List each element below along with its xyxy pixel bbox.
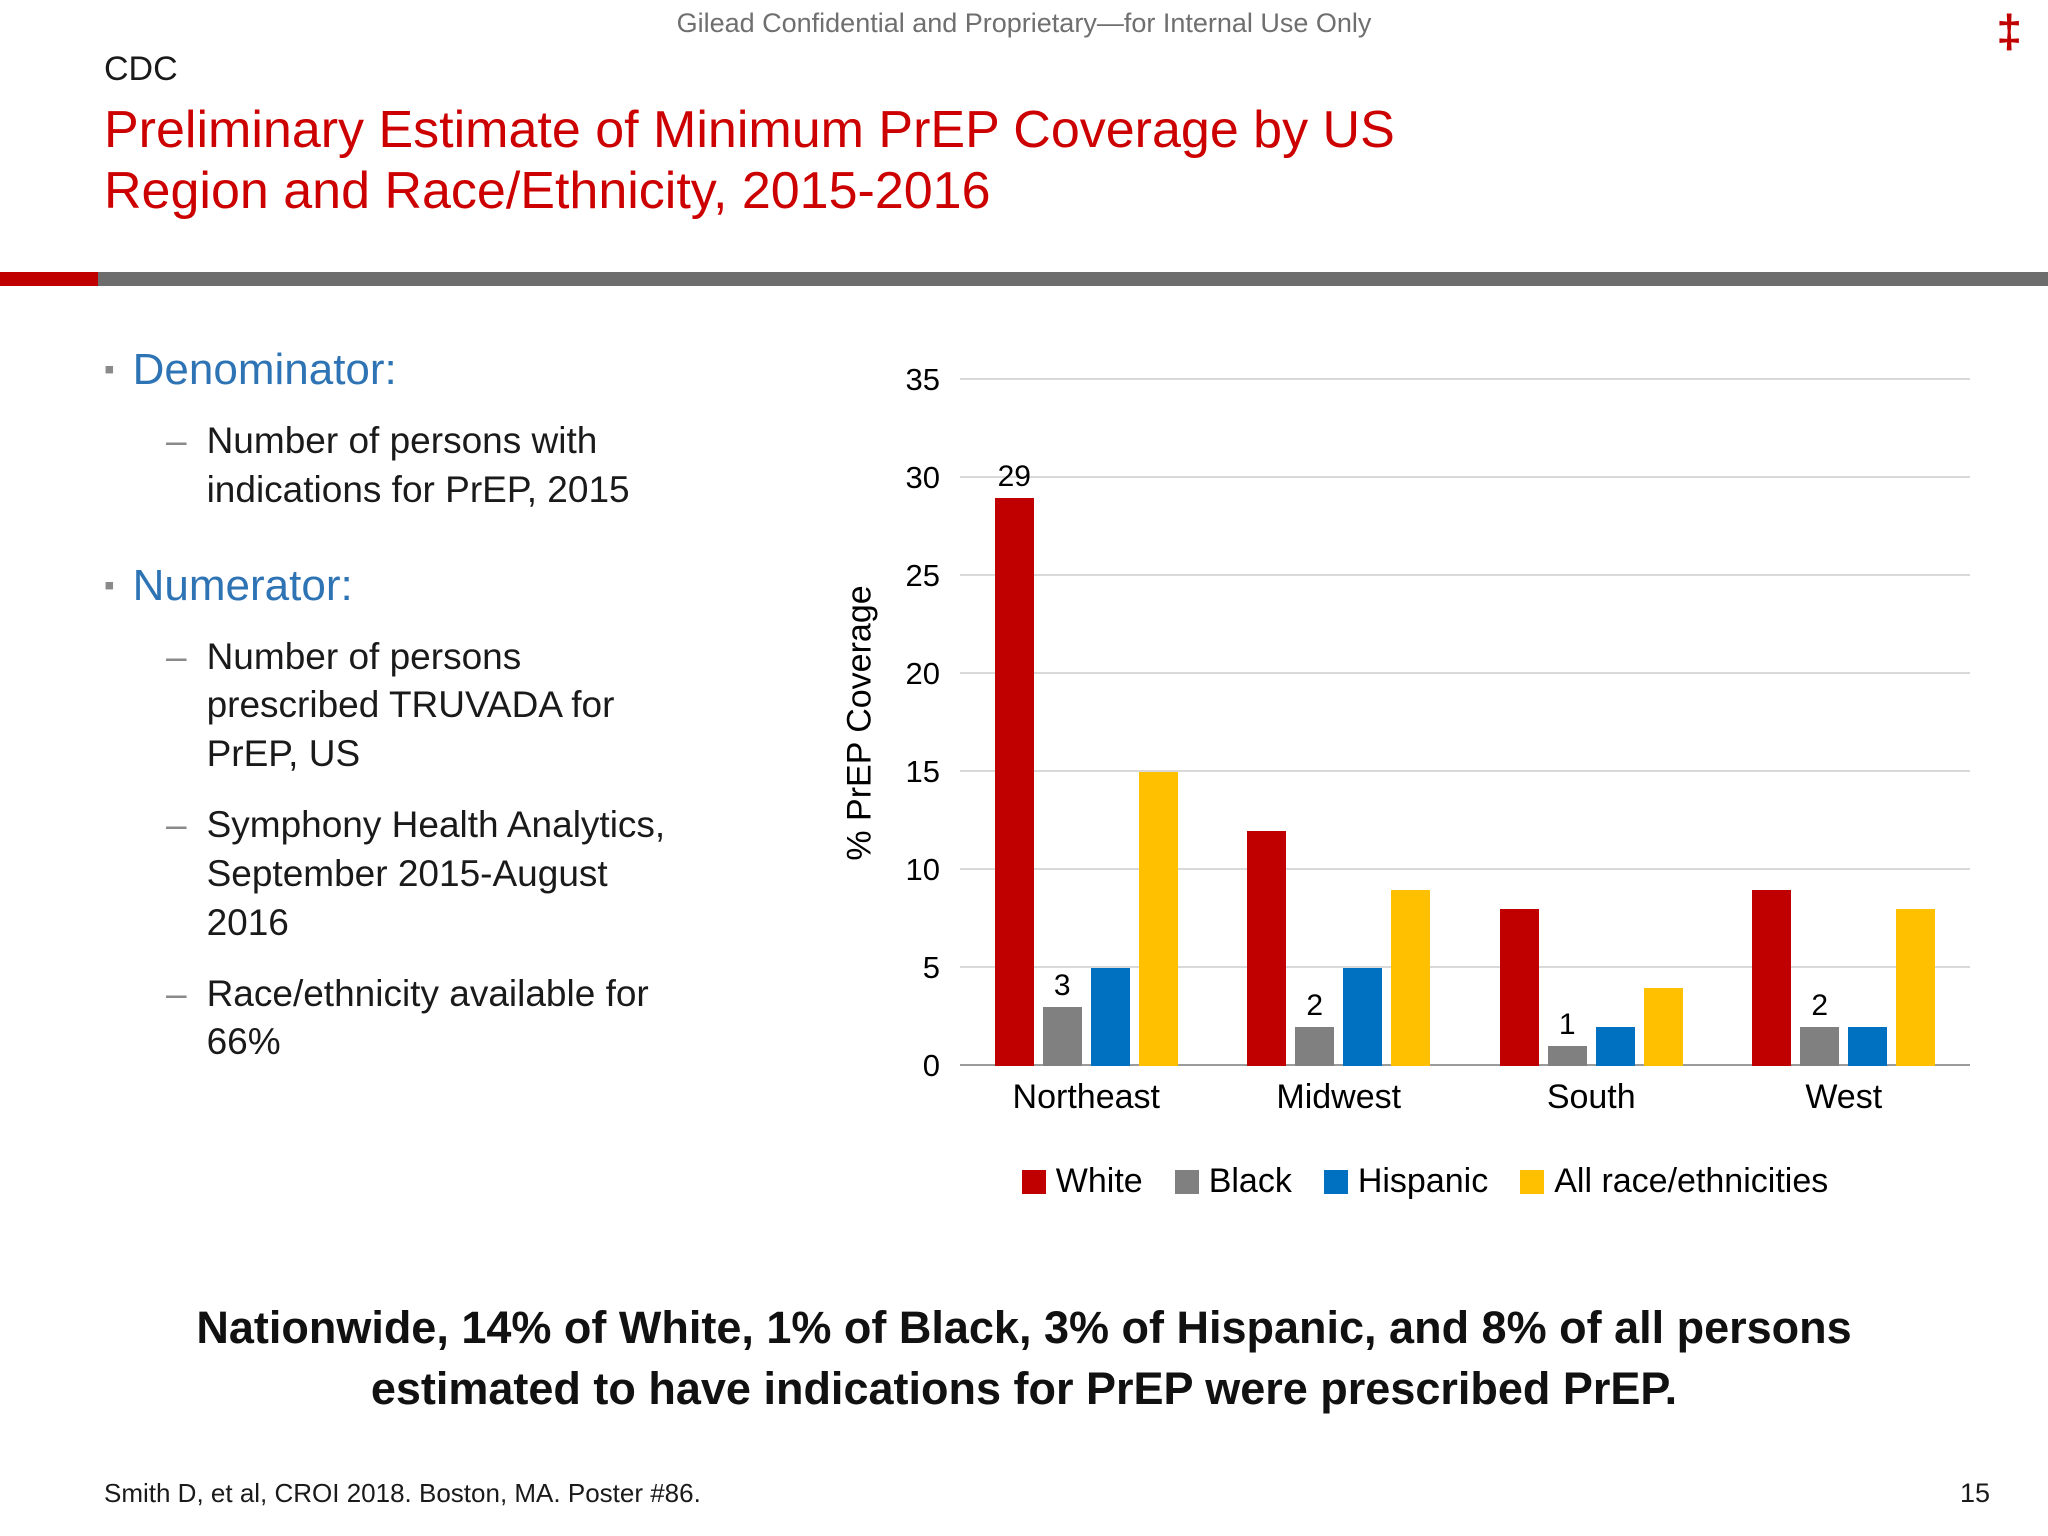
- bullet-numerator-item: – Symphony Health Analytics, September 2…: [166, 801, 764, 947]
- legend-item: All race/ethnicities: [1520, 1162, 1828, 1201]
- numerator-item-text: Race/ethnicity available for 66%: [206, 972, 649, 1063]
- y-tick-label: 25: [905, 558, 940, 593]
- denominator-item-text: Number of persons with indications for P…: [206, 420, 630, 510]
- numerator-heading: Numerator:: [132, 560, 353, 610]
- slide-title: Preliminary Estimate of Minimum PrEP Cov…: [104, 101, 1395, 221]
- denominator-heading: Denominator:: [132, 345, 397, 394]
- x-category-label: West: [1805, 1078, 1883, 1116]
- x-category-label: Midwest: [1276, 1078, 1402, 1116]
- bar: [1896, 909, 1936, 1066]
- divider-red-segment: [0, 272, 98, 286]
- bullet-numerator-item: – Race/ethnicity available for 66%: [166, 970, 764, 1068]
- bar: [1848, 1026, 1888, 1066]
- bar: [1595, 1026, 1635, 1066]
- dash-bullet-icon: –: [166, 635, 187, 677]
- bar: [1343, 968, 1383, 1066]
- y-tick-label: 10: [905, 852, 940, 887]
- x-category-label: Northeast: [1012, 1078, 1160, 1116]
- legend-swatch: [1520, 1169, 1545, 1194]
- x-axis-labels: Northeast Midwest South West: [960, 1078, 1970, 1117]
- gridline: [960, 770, 1970, 772]
- citation: Smith D, et al, CROI 2018. Boston, MA. P…: [104, 1478, 701, 1508]
- divider-gray-bar: [98, 272, 2048, 286]
- y-tick-label: 20: [905, 656, 940, 691]
- square-bullet-icon: ▪: [104, 568, 115, 602]
- gridline: [960, 476, 1970, 478]
- numerator-item-text: Number of persons prescribed TRUVADA for…: [206, 635, 615, 775]
- bar: 2: [1800, 989, 1840, 1066]
- slide-kicker: CDC: [104, 50, 178, 88]
- y-tick-label: 35: [905, 362, 940, 397]
- legend-label: All race/ethnicities: [1554, 1162, 1829, 1200]
- dagger-icon: ‡: [1996, 5, 2022, 57]
- bar: [1752, 889, 1792, 1066]
- gridline: [960, 868, 1970, 870]
- key-statement: Nationwide, 14% of White, 1% of Black, 3…: [196, 1302, 1852, 1414]
- y-tick-label: 0: [922, 1048, 940, 1083]
- y-tick-label: 5: [922, 950, 940, 985]
- gridline: [960, 574, 1970, 576]
- bullet-numerator-item: – Number of persons prescribed TRUVADA f…: [166, 633, 764, 779]
- gridline: [960, 966, 1970, 968]
- bar-group-midwest: 2: [1213, 380, 1466, 1066]
- legend-item: Hispanic: [1323, 1162, 1489, 1201]
- bar-value-label: 2: [1811, 988, 1829, 1022]
- bar: [1499, 909, 1539, 1066]
- legend-label: Hispanic: [1357, 1162, 1489, 1200]
- bar: [1643, 987, 1683, 1066]
- bullet-numerator: ▪ Numerator:: [104, 561, 764, 611]
- x-category-label: South: [1546, 1078, 1636, 1116]
- legend-label: Black: [1208, 1162, 1292, 1200]
- gridline: [960, 672, 1970, 674]
- bar-value-label: 3: [1053, 969, 1071, 1003]
- legend-swatch: [1174, 1169, 1199, 1194]
- bar: [1090, 968, 1130, 1066]
- bar-value-label: 2: [1306, 988, 1324, 1022]
- dash-bullet-icon: –: [166, 804, 187, 846]
- numerator-item-text: Symphony Health Analytics, September 201…: [206, 804, 666, 943]
- bar: 1: [1547, 1008, 1587, 1066]
- legend-swatch: [1323, 1169, 1348, 1194]
- dash-bullet-icon: –: [166, 420, 187, 461]
- bar: 29: [994, 460, 1034, 1066]
- chart-legend: White Black Hispanic All race/ethnicities: [830, 1162, 2020, 1201]
- bar-group-south: 1: [1465, 380, 1718, 1066]
- bar-value-label: 29: [997, 459, 1031, 493]
- square-bullet-icon: ▪: [104, 353, 115, 386]
- legend-label: White: [1055, 1162, 1143, 1200]
- prep-coverage-bar-chart: % PrEP Coverage 0 5 10 15 20 25 30 35 29 3 2 1 2 Nor…: [830, 363, 2020, 1240]
- y-tick-label: 15: [905, 754, 940, 789]
- bar: [1247, 830, 1287, 1066]
- y-axis-title: % PrEP Coverage: [840, 585, 879, 861]
- confidentiality-notice: Gilead Confidential and Proprietary—for …: [676, 8, 1372, 38]
- bullet-list: ▪ Denominator: – Number of persons with …: [104, 345, 764, 1067]
- bullet-denominator: ▪ Denominator:: [104, 345, 764, 395]
- page-number: 15: [1959, 1478, 1990, 1508]
- bar: [1391, 889, 1431, 1066]
- plot-area: 0 5 10 15 20 25 30 35 29 3 2 1 2: [906, 363, 1970, 1083]
- bar-groups: 29 3 2 1 2: [960, 380, 1970, 1066]
- y-tick-label: 30: [905, 460, 940, 495]
- bullet-denominator-item: – Number of persons with indications for…: [166, 417, 764, 515]
- bar-group-northeast: 29 3: [960, 380, 1213, 1066]
- gridline: [960, 1064, 1970, 1066]
- bar: [1138, 772, 1178, 1066]
- bar: 3: [1042, 969, 1082, 1066]
- bar-group-west: 2: [1718, 380, 1971, 1066]
- legend-item: White: [1021, 1162, 1143, 1201]
- legend-item: Black: [1174, 1162, 1292, 1201]
- dash-bullet-icon: –: [166, 972, 187, 1014]
- gridline: [960, 378, 1970, 380]
- bar-value-label: 1: [1558, 1008, 1576, 1042]
- legend-swatch: [1021, 1169, 1046, 1194]
- bar: 2: [1295, 989, 1335, 1066]
